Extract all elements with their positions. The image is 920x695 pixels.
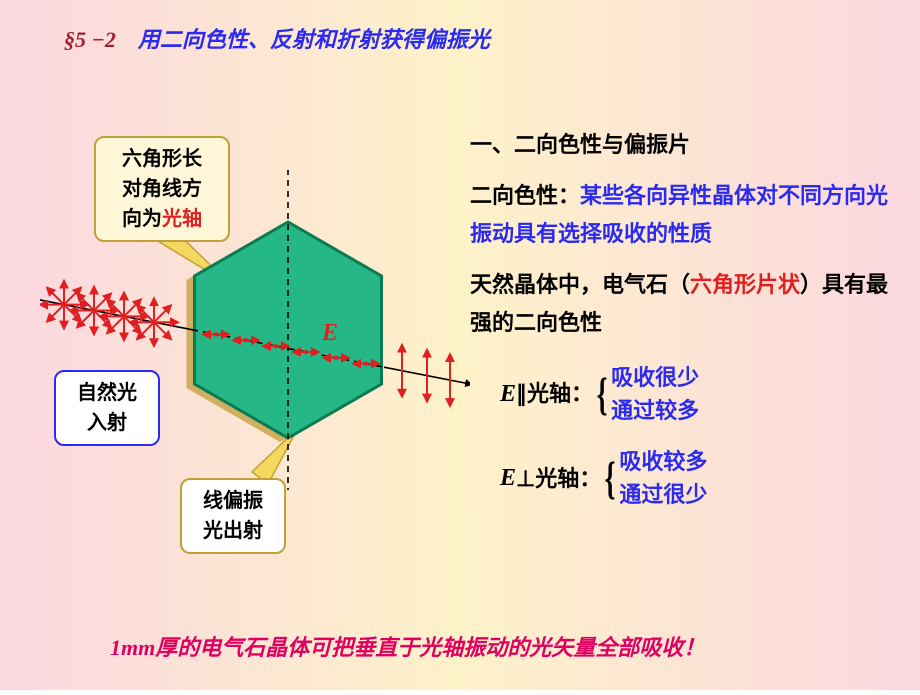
callout-natural: 自然光入射	[54, 370, 160, 446]
section-title: §5 −2 用二向色性、反射和折射获得偏振光	[64, 22, 490, 54]
section-number: §5 −2	[64, 27, 116, 52]
right-text: 一、二向色性与偏振片二向色性：某些各向异性晶体对不同方向光振动具有选择吸收的性质…	[470, 126, 890, 523]
footer-note: 1mm厚的电气石晶体可把垂直于光轴振动的光矢量全部吸收！	[110, 630, 705, 662]
section-text: 用二向色性、反射和折射获得偏振光	[138, 27, 490, 52]
callout-linear: 线偏振光出射	[180, 478, 286, 554]
callout-opt-axis: 六角形长对角线方向为光轴	[94, 136, 230, 242]
svg-text:E: E	[321, 320, 338, 346]
